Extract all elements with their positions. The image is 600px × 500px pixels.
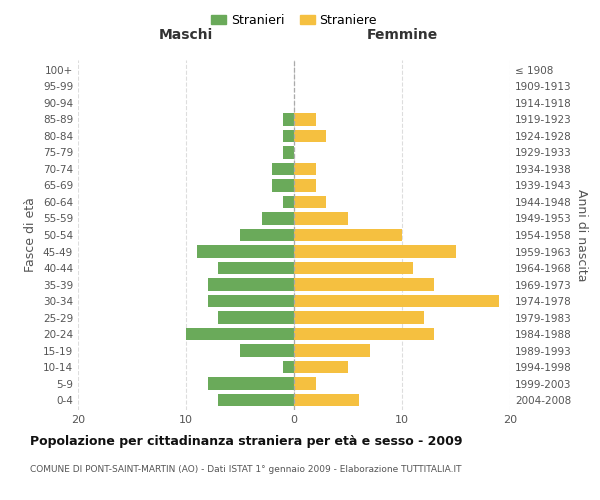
Bar: [294, 163, 316, 175]
Text: Femmine: Femmine: [367, 28, 437, 42]
Text: COMUNE DI PONT-SAINT-MARTIN (AO) - Dati ISTAT 1° gennaio 2009 - Elaborazione TUT: COMUNE DI PONT-SAINT-MARTIN (AO) - Dati …: [30, 465, 461, 474]
Bar: [283, 196, 294, 208]
Bar: [283, 146, 294, 158]
Bar: [294, 328, 434, 340]
Bar: [294, 246, 456, 258]
Bar: [240, 229, 294, 241]
Bar: [208, 378, 294, 390]
Text: Maschi: Maschi: [159, 28, 213, 42]
Legend: Stranieri, Straniere: Stranieri, Straniere: [206, 8, 382, 32]
Bar: [208, 278, 294, 290]
Bar: [283, 361, 294, 374]
Bar: [218, 394, 294, 406]
Bar: [294, 262, 413, 274]
Bar: [294, 130, 326, 142]
Bar: [294, 196, 326, 208]
Bar: [294, 378, 316, 390]
Bar: [294, 312, 424, 324]
Bar: [208, 295, 294, 307]
Bar: [294, 394, 359, 406]
Bar: [294, 113, 316, 126]
Bar: [272, 180, 294, 192]
Y-axis label: Fasce di età: Fasce di età: [25, 198, 37, 272]
Bar: [294, 212, 348, 224]
Bar: [240, 344, 294, 357]
Bar: [294, 229, 402, 241]
Bar: [283, 113, 294, 126]
Bar: [294, 361, 348, 374]
Bar: [272, 163, 294, 175]
Text: Popolazione per cittadinanza straniera per età e sesso - 2009: Popolazione per cittadinanza straniera p…: [30, 435, 463, 448]
Bar: [294, 344, 370, 357]
Bar: [294, 180, 316, 192]
Bar: [186, 328, 294, 340]
Bar: [197, 246, 294, 258]
Bar: [283, 130, 294, 142]
Y-axis label: Anni di nascita: Anni di nascita: [575, 188, 588, 281]
Bar: [262, 212, 294, 224]
Bar: [218, 262, 294, 274]
Bar: [218, 312, 294, 324]
Bar: [294, 295, 499, 307]
Bar: [294, 278, 434, 290]
